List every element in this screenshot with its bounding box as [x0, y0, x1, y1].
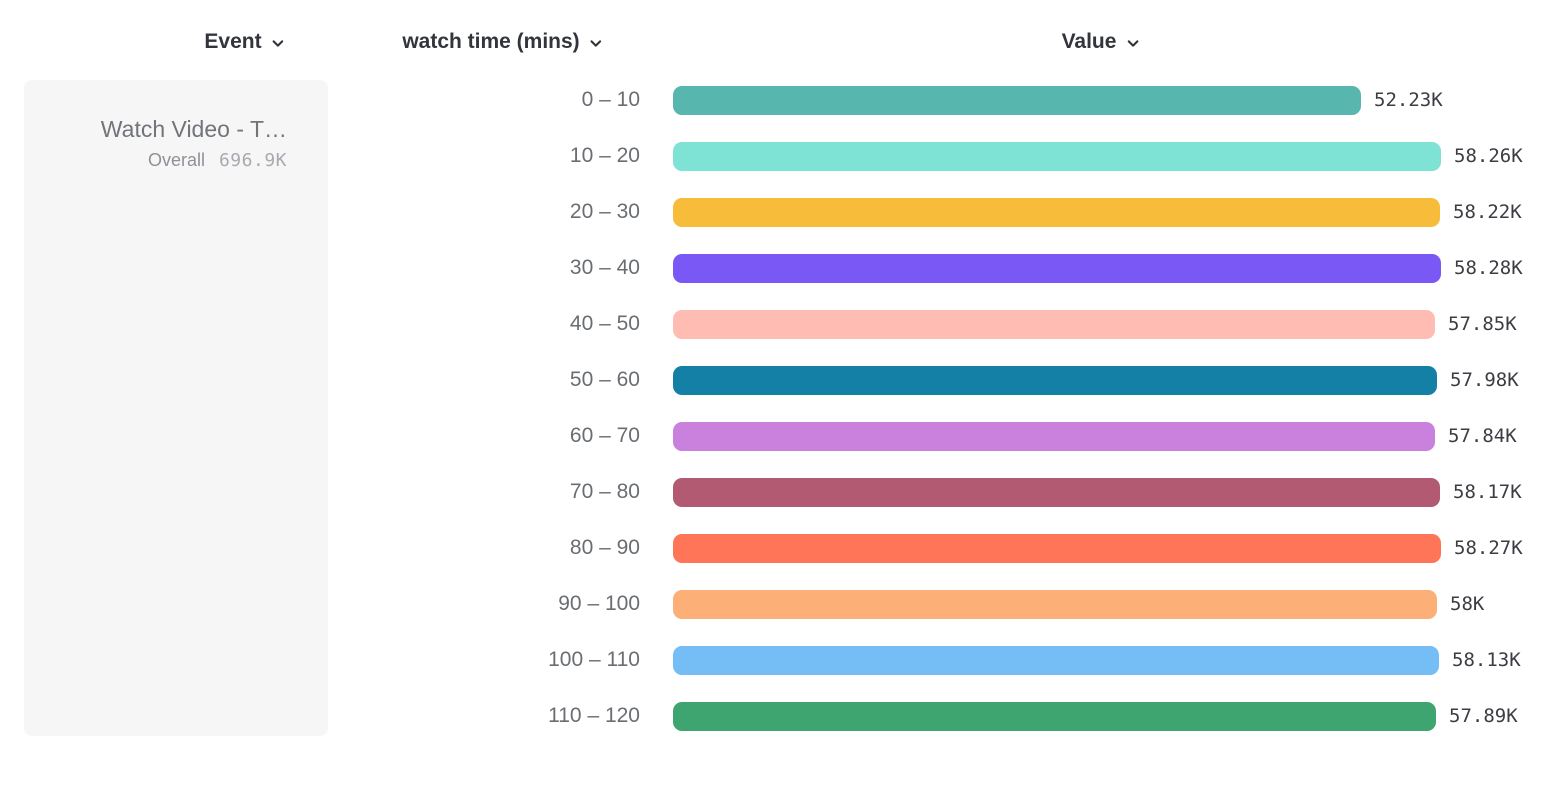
bucket-label: 0 – 10	[581, 88, 640, 111]
bucket-label: 30 – 40	[569, 256, 640, 279]
overall-line: Overall 696.9K	[44, 150, 287, 171]
value-bar[interactable]	[673, 533, 1441, 563]
value-label: 58.26K	[1454, 145, 1523, 167]
value-label: 57.98K	[1450, 369, 1519, 391]
column-header-breakdown-label: watch time (mins)	[402, 30, 580, 53]
bucket-label: 20 – 30	[569, 200, 640, 223]
chart-row: 90 – 100 58K	[0, 576, 1568, 632]
chevron-down-icon	[271, 36, 286, 51]
value-label: 58.13K	[1452, 649, 1521, 671]
value-bar[interactable]	[673, 253, 1441, 283]
value-label: 52.23K	[1374, 89, 1443, 111]
chart-row: 40 – 50 57.85K	[0, 296, 1568, 352]
chart-row: 50 – 60 57.98K	[0, 352, 1568, 408]
bucket-label: 80 – 90	[569, 536, 640, 559]
value-bar[interactable]	[673, 141, 1441, 171]
chart-row: 110 – 120 57.89K	[0, 688, 1568, 744]
chart-row: 80 – 90 58.27K	[0, 520, 1568, 576]
overall-label: Overall	[147, 150, 205, 170]
chart-row: 60 – 70 57.84K	[0, 408, 1568, 464]
bucket-label: 10 – 20	[569, 144, 640, 167]
value-label: 58.17K	[1453, 481, 1522, 503]
value-label: 57.84K	[1448, 425, 1517, 447]
chevron-down-icon	[589, 36, 604, 51]
value-label: 58.28K	[1454, 257, 1523, 279]
value-bar[interactable]	[673, 421, 1435, 451]
value-bar[interactable]	[673, 589, 1437, 619]
column-header-value[interactable]: Value	[1062, 30, 1141, 54]
value-bar[interactable]	[673, 85, 1361, 115]
value-bar[interactable]	[673, 477, 1440, 507]
value-label: 58.27K	[1454, 537, 1523, 559]
value-bar[interactable]	[673, 701, 1436, 731]
event-name: Watch Video - T…	[100, 116, 287, 142]
value-bar[interactable]	[673, 365, 1437, 395]
bucket-label: 70 – 80	[569, 480, 640, 503]
column-header-event[interactable]: Event	[204, 30, 285, 54]
bucket-label: 90 – 100	[558, 592, 640, 615]
column-header-value-label: Value	[1061, 30, 1117, 53]
value-label: 58K	[1450, 593, 1485, 615]
bucket-label: 110 – 120	[548, 704, 640, 727]
value-label: 57.85K	[1448, 313, 1517, 335]
column-header-event-label: Event	[204, 30, 262, 53]
chevron-down-icon	[1125, 36, 1140, 51]
chart-row: 20 – 30 58.22K	[0, 184, 1568, 240]
value-bar[interactable]	[673, 197, 1440, 227]
bucket-label: 50 – 60	[569, 368, 640, 391]
chart-row: 30 – 40 58.28K	[0, 240, 1568, 296]
chart-row: 70 – 80 58.17K	[0, 464, 1568, 520]
chart-row: 10 – 20 58.26K	[0, 128, 1568, 184]
event-panel[interactable]: Watch Video - T… Overall 696.9K	[24, 80, 328, 736]
value-label: 58.22K	[1453, 201, 1522, 223]
chart-row: 100 – 110 58.13K	[0, 632, 1568, 688]
value-bar[interactable]	[673, 645, 1439, 675]
value-bar[interactable]	[673, 309, 1435, 339]
bucket-label: 40 – 50	[569, 312, 640, 335]
bar-chart: 0 – 10 52.23K 10 – 20 58.26K 20 – 30 58.…	[0, 72, 1568, 744]
bucket-label: 100 – 110	[548, 648, 640, 671]
value-label: 57.89K	[1449, 705, 1518, 727]
overall-value: 696.9K	[218, 150, 287, 171]
chart-row: 0 – 10 52.23K	[0, 72, 1568, 128]
bucket-label: 60 – 70	[569, 424, 640, 447]
column-header-breakdown[interactable]: watch time (mins)	[402, 30, 603, 54]
